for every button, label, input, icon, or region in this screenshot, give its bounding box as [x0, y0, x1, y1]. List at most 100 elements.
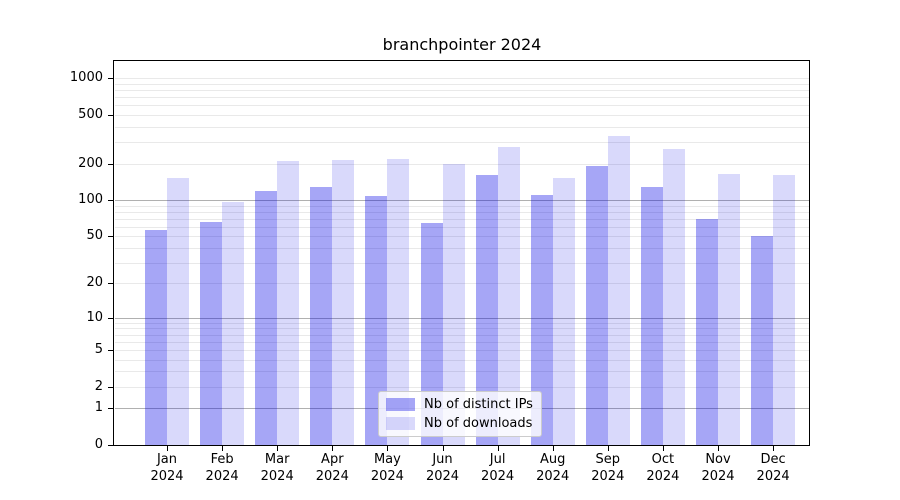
- bar-downloads-aug: [552, 178, 575, 445]
- bar-distinct-ips-dec: [751, 236, 774, 445]
- x-tick-label-line: Apr: [321, 452, 344, 467]
- x-tick-mark: [607, 446, 609, 451]
- bar-distinct-ips-nov: [696, 218, 718, 445]
- x-tick-label-line: 2024: [150, 469, 184, 484]
- y-tick-mark: [108, 200, 113, 202]
- gridline-minor: [115, 328, 810, 330]
- gridline-minor: [115, 218, 810, 220]
- x-tick-mark: [718, 446, 719, 451]
- y-tick-mark: [108, 317, 113, 319]
- legend-swatch-distinct-ips: [386, 398, 415, 411]
- y-tick-mark: [108, 349, 113, 351]
- y-tick-mark: [108, 236, 113, 238]
- bar-downloads-jan: [167, 178, 189, 445]
- x-tick-label-line: Jun: [432, 452, 453, 467]
- legend-row-downloads: Nb of downloads: [386, 416, 534, 431]
- bar-distinct-ips-aug: [530, 195, 553, 445]
- bar-distinct-ips-sep: [585, 165, 608, 445]
- x-tick-label-line: 2024: [646, 469, 680, 484]
- bar-downloads-feb: [222, 202, 245, 445]
- gridline-minor: [115, 142, 810, 144]
- gridline-minor: [115, 283, 810, 285]
- x-tick-label: Aug 2024: [523, 451, 583, 485]
- legend: Nb of distinct IPs Nb of downloads: [378, 391, 542, 437]
- x-tick-label-line: 2024: [205, 469, 239, 484]
- gridline-minor: [115, 341, 810, 343]
- bar-distinct-ips-apr: [310, 186, 333, 445]
- x-tick-label-line: 2024: [536, 469, 570, 484]
- bar-downloads-oct: [662, 149, 685, 445]
- y-tick-mark: [108, 163, 113, 165]
- bar-downloads-dec: [773, 174, 796, 445]
- gridline-minor: [115, 371, 810, 373]
- gridline-minor: [115, 359, 810, 361]
- x-tick-mark: [167, 446, 168, 451]
- y-tick-mark: [108, 283, 113, 285]
- bar-distinct-ips-jul: [475, 175, 498, 445]
- gridline-minor: [115, 163, 810, 165]
- y-tick-label: 1: [94, 400, 103, 416]
- x-tick-label: Nov 2024: [688, 451, 748, 485]
- y-tick-mark: [108, 386, 113, 388]
- x-tick-label-line: Dec: [760, 452, 786, 467]
- bar-downloads-mar: [277, 161, 300, 445]
- x-tick-label-line: 2024: [425, 469, 460, 484]
- gridline-minor: [115, 126, 810, 128]
- bar-distinct-ips-jun: [420, 222, 443, 445]
- x-tick-label-line: Jul: [489, 452, 506, 467]
- y-tick-label: 10: [86, 309, 103, 325]
- bar-distinct-ips-feb: [200, 221, 223, 445]
- x-tick-mark: [277, 446, 279, 451]
- x-tick-label: Feb 2024: [192, 451, 252, 485]
- bar-distinct-ips-oct: [640, 187, 663, 445]
- y-tick-label: 500: [78, 107, 103, 123]
- gridline-minor: [115, 226, 810, 228]
- x-tick-label: Jun 2024: [413, 451, 473, 485]
- x-tick-mark: [773, 446, 775, 451]
- y-tick-label: 200: [78, 155, 103, 171]
- y-tick-mark: [108, 78, 113, 80]
- x-tick-mark: [222, 446, 224, 451]
- bar-downloads-nov: [718, 174, 740, 445]
- bar-downloads-jun: [442, 163, 465, 445]
- gridline-major: [115, 200, 810, 202]
- gridline-minor: [115, 115, 810, 117]
- gridline-minor: [115, 90, 810, 92]
- x-tick-mark: [497, 446, 499, 451]
- gridline-minor: [115, 262, 810, 264]
- bar-distinct-ips-mar: [255, 190, 278, 445]
- x-tick-mark: [387, 446, 389, 451]
- gridline-minor: [115, 211, 810, 213]
- x-tick-mark: [442, 446, 444, 451]
- x-tick-label-line: Mar: [264, 452, 290, 467]
- x-tick-mark: [662, 446, 664, 451]
- legend-label-distinct-ips: Nb of distinct IPs: [424, 397, 533, 412]
- y-tick-label: 1000: [69, 70, 103, 86]
- legend-swatch-downloads: [386, 417, 415, 430]
- x-tick-label: Sep 2024: [578, 451, 638, 485]
- bar-distinct-ips-may: [365, 196, 388, 445]
- y-tick-label: 5: [94, 341, 103, 357]
- bar-downloads-sep: [607, 135, 630, 445]
- gridline-minor: [115, 83, 810, 85]
- bar-distinct-ips-jan: [145, 229, 167, 445]
- y-tick-label: 20: [86, 275, 103, 291]
- y-tick-label: 100: [78, 192, 103, 208]
- gridline-minor: [115, 247, 810, 249]
- x-tick-label: Jul 2024: [468, 451, 528, 485]
- x-tick-label-line: 2024: [481, 469, 515, 484]
- y-tick-label: 2: [94, 378, 103, 394]
- x-tick-label-line: May: [373, 452, 401, 467]
- gridline-minor: [115, 205, 810, 207]
- y-tick-label: 50: [86, 228, 103, 244]
- chart-title: branchpointer 2024: [382, 35, 542, 54]
- x-tick-mark: [332, 446, 334, 451]
- x-tick-label-line: 2024: [701, 469, 735, 484]
- y-tick-mark: [108, 408, 113, 410]
- x-tick-label-line: 2024: [370, 469, 404, 484]
- legend-label-downloads: Nb of downloads: [424, 416, 533, 431]
- x-tick-label: Oct 2024: [633, 451, 693, 485]
- gridline-minor: [115, 78, 810, 80]
